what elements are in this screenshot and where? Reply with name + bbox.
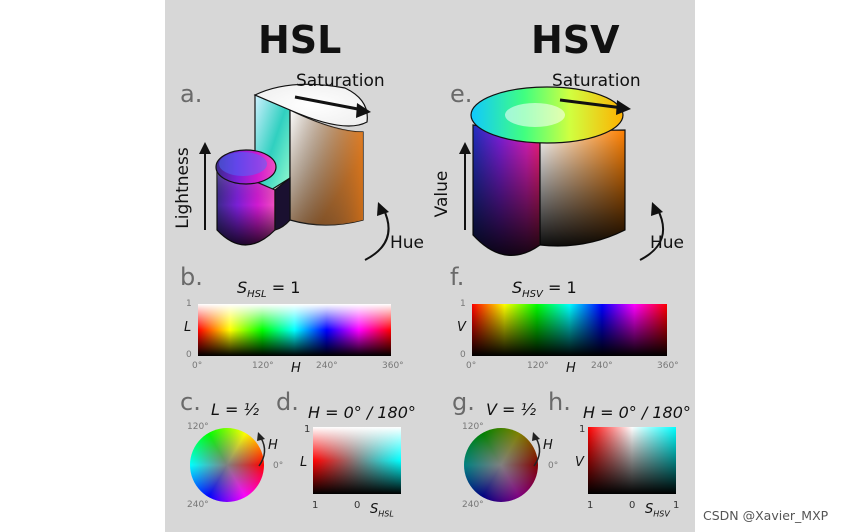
hsv-hue-value-strip: [472, 304, 667, 356]
hsv-strip-tick-120: 120°: [527, 361, 549, 371]
hsl-strip-y-label: L: [184, 320, 192, 335]
hsl-strip-caption: SHSL = 1: [237, 278, 301, 301]
label-d: d.: [276, 388, 299, 416]
hsl-hue-wheel: [190, 428, 264, 502]
label-b: b.: [180, 263, 203, 291]
hsv-wheel-caption: V = ½: [486, 400, 537, 419]
hsl-square-y-label: L: [300, 455, 308, 470]
hsl-square-y-max: 1: [304, 424, 311, 435]
hsv-value-label: Value: [432, 170, 452, 218]
hsv-cylinder-illustration: [459, 86, 665, 261]
hsl-lightness-label: Lightness: [173, 147, 193, 229]
hsl-cylinder-illustration: [199, 83, 390, 261]
hsv-wheel-angle-120: 120°: [462, 422, 484, 432]
hsl-wheel-angle-0: 0°: [273, 461, 284, 471]
label-f: f.: [450, 263, 465, 291]
hsl-strip-tick-240: 240°: [316, 361, 338, 371]
hsv-square-x-right: 1: [673, 500, 680, 511]
hsl-strip-y-min: 0: [186, 350, 192, 360]
hsl-square-x-label: SHSL: [370, 502, 394, 519]
hsv-strip-tick-0: 0°: [466, 361, 477, 371]
label-g: g.: [452, 388, 475, 416]
hsv-strip-y-max: 1: [460, 299, 466, 309]
hsl-square-x-mid: 0: [354, 500, 361, 511]
hsl-hue-label: Hue: [390, 233, 425, 253]
hsv-wheel-h-label: H: [543, 438, 553, 453]
hsv-square-x-left: 1: [587, 500, 594, 511]
hsl-wheel-angle-120: 120°: [187, 422, 209, 432]
hsl-hue-lightness-strip: [198, 304, 391, 356]
hsv-square-x-label: SHSV: [645, 502, 670, 519]
label-h: h.: [548, 388, 571, 416]
hsv-saturation-value-square: [588, 427, 676, 494]
hsl-strip-tick-120: 120°: [252, 361, 274, 371]
hsl-wheel-angle-240: 240°: [187, 500, 209, 510]
hsv-strip-y-min: 0: [460, 350, 466, 360]
hsv-strip-x-label: H: [566, 361, 576, 376]
hsl-strip-tick-0: 0°: [192, 361, 203, 371]
hsv-wheel-hue-arrow: [532, 432, 541, 467]
label-e: e.: [450, 80, 473, 108]
hsv-strip-tick-360: 360°: [657, 361, 679, 371]
hsl-wheel-caption: L = ½: [211, 400, 259, 419]
hsv-wheel-angle-0: 0°: [548, 461, 559, 471]
hsv-wheel-angle-240: 240°: [462, 500, 484, 510]
hsv-square-y-label: V: [575, 455, 584, 470]
hsl-saturation-lightness-square: [313, 427, 401, 494]
hsl-saturation-label: Saturation: [296, 71, 385, 91]
hsv-strip-tick-240: 240°: [591, 361, 613, 371]
hsl-title: HSL: [258, 18, 342, 62]
hsl-wheel-hue-arrow: [257, 432, 266, 467]
hsv-strip-caption: SHSV = 1: [512, 278, 577, 301]
hsv-saturation-label: Saturation: [552, 71, 641, 91]
label-a: a.: [180, 80, 203, 108]
hsl-square-caption: H = 0° / 180°: [308, 403, 416, 422]
hsv-strip-y-label: V: [457, 320, 466, 335]
hsv-square-caption: H = 0° / 180°: [583, 403, 691, 422]
hsl-strip-tick-360: 360°: [382, 361, 404, 371]
hsl-strip-y-max: 1: [186, 299, 192, 309]
label-c: c.: [180, 388, 201, 416]
hsv-hue-label: Hue: [650, 233, 685, 253]
hsl-square-x-left: 1: [312, 500, 319, 511]
hsv-hue-wheel: [464, 428, 538, 502]
watermark: CSDN @Xavier_MXP: [703, 508, 829, 523]
hsl-wheel-h-label: H: [268, 438, 278, 453]
hsv-square-x-mid: 0: [629, 500, 636, 511]
hsv-title: HSV: [531, 18, 620, 62]
hsl-strip-x-label: H: [291, 361, 301, 376]
hsv-square-y-max: 1: [579, 424, 586, 435]
